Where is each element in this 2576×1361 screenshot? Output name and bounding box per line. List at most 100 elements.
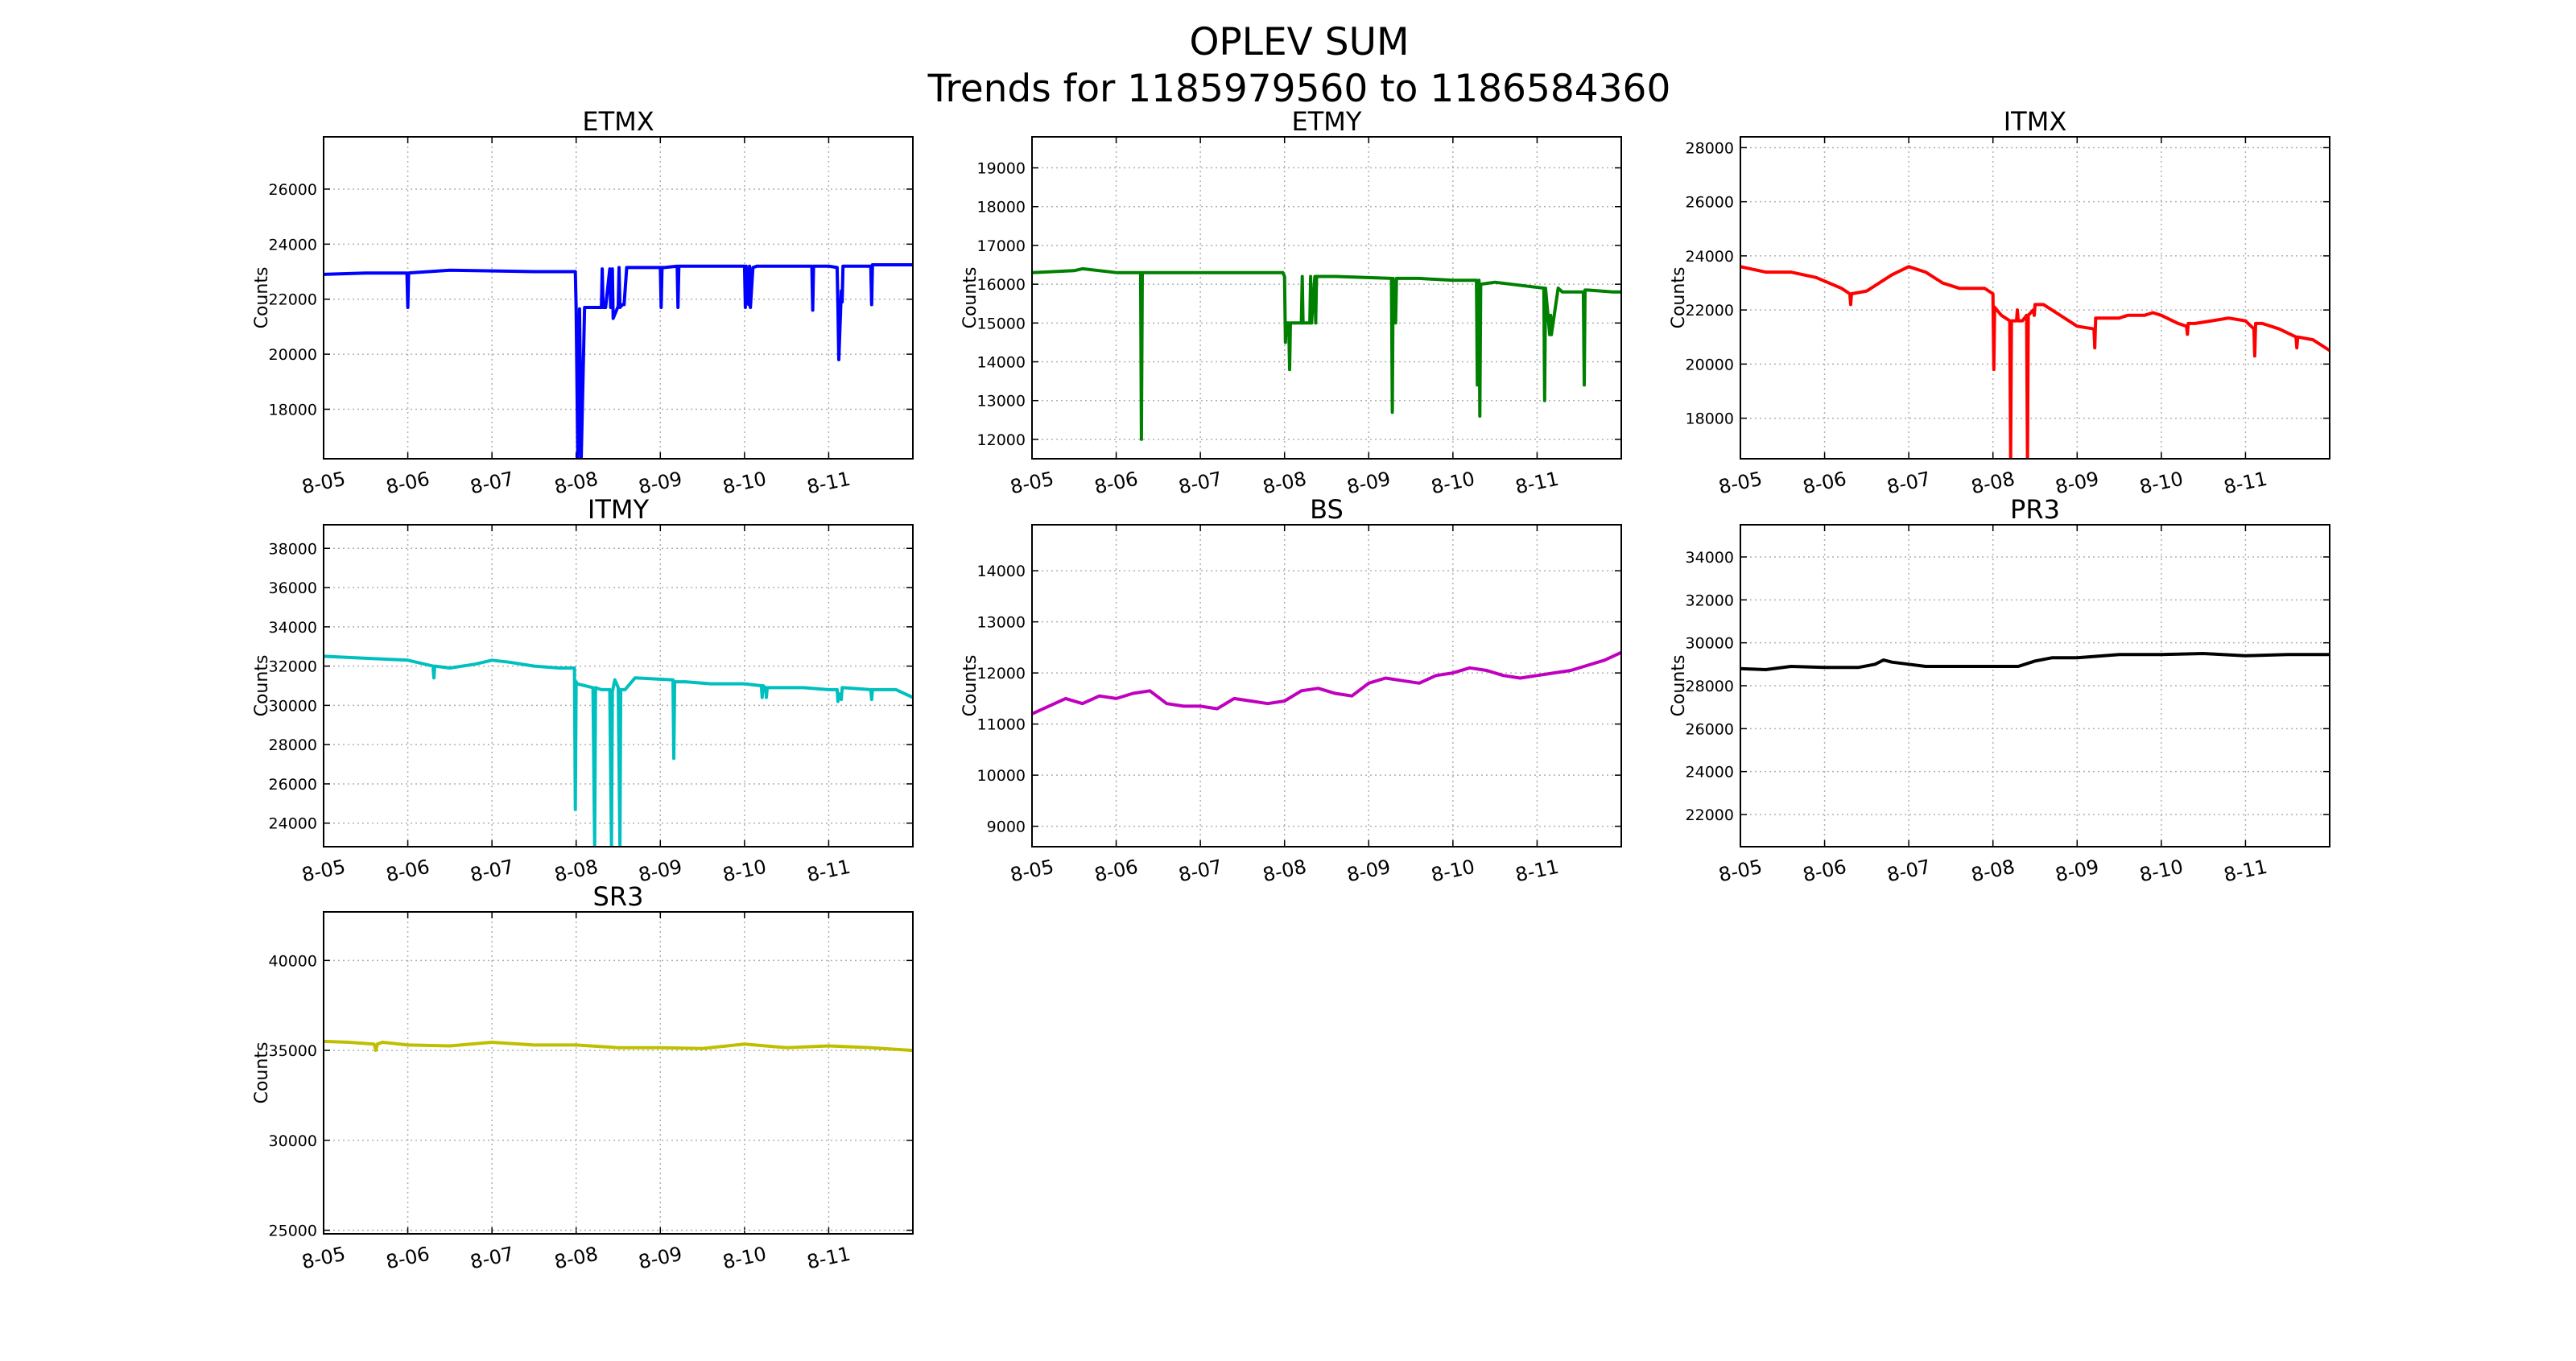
etmy-y-tick-label: 12000: [977, 431, 1026, 449]
sr3-axes-frame: [323, 911, 914, 1235]
pr3-x-tick-label: 8-10: [2137, 856, 2185, 887]
panel-sr3: SR3 Counts 8-05 8-06 8-07 8-08 8-09 8-10 8-11 250…: [252, 881, 914, 1274]
pr3-x-tick-label: 8-06: [1801, 856, 1848, 887]
etmy-axes-frame: [1031, 136, 1622, 460]
bs-axes-frame: [1031, 524, 1622, 848]
etmy-y-tick-label: 15000: [977, 315, 1026, 332]
pr3-title: PR3: [2010, 494, 2060, 525]
pr3-x-tick-label: 8-09: [2054, 856, 2101, 887]
panel-bs: BS Counts 8-05 8-06 8-07 8-08 8-09 8-10 8-11 9000…: [960, 494, 1622, 887]
itmy-y-tick-label: 36000: [269, 579, 317, 597]
bs-x-tick-label: 8-09: [1345, 856, 1393, 887]
pr3-y-tick-label: 28000: [1686, 678, 1734, 695]
bs-x-tick-label: 8-08: [1261, 856, 1308, 887]
itmy-y-tick-label: 30000: [269, 697, 317, 715]
pr3-y-tick-label: 32000: [1686, 592, 1734, 609]
pr3-y-tick-label: 26000: [1686, 720, 1734, 738]
bs-y-tick-label: 11000: [977, 716, 1026, 734]
etmx-y-tick-label: 20000: [269, 346, 317, 364]
itmy-y-tick-label: 24000: [269, 815, 317, 833]
sr3-series-line: [324, 1039, 913, 1053]
itmy-axes-frame: [323, 524, 914, 848]
panel-pr3: PR3 Counts 8-05 8-06 8-07 8-08 8-09 8-10 8-11 220…: [1669, 494, 2330, 887]
sr3-x-tick-label: 8-05: [299, 1243, 347, 1274]
etmx-title: ETMX: [582, 106, 654, 137]
pr3-y-tick-label: 22000: [1686, 806, 1734, 824]
itmy-series-line: [324, 654, 913, 847]
sr3-x-tick-label: 8-11: [805, 1243, 852, 1274]
pr3-y-tick-label: 24000: [1686, 764, 1734, 782]
bs-y-axis-label: Counts: [960, 655, 980, 717]
itmx-y-tick-label: 28000: [1686, 139, 1734, 157]
sr3-x-tick-label: 8-07: [469, 1243, 516, 1274]
bs-title: BS: [1310, 494, 1344, 525]
etmx-y-tick-label: 26000: [269, 181, 317, 199]
itmx-title: ITMX: [2004, 106, 2067, 137]
bs-x-tick-label: 8-05: [1008, 856, 1055, 887]
itmy-y-axis-label: Counts: [252, 655, 272, 717]
itmy-title: ITMY: [588, 494, 650, 525]
bs-y-tick-label: 14000: [977, 563, 1026, 580]
sr3-x-tick-label: 8-10: [720, 1243, 768, 1274]
itmy-y-tick-label: 26000: [269, 776, 317, 794]
bs-series-line: [1032, 650, 1621, 716]
sr3-y-tick-label: 40000: [269, 952, 317, 970]
etmx-y-tick-label: 24000: [269, 236, 317, 254]
etmy-series-line: [1032, 266, 1621, 441]
figure-title-line2: Trends for 1185979560 to 1186584360: [927, 67, 1671, 111]
etmy-y-axis-label: Counts: [960, 267, 980, 329]
etmx-y-tick-label: 22000: [269, 291, 317, 309]
figure-title-line1: OPLEV SUM: [1189, 20, 1410, 64]
pr3-y-tick-label: 34000: [1686, 549, 1734, 567]
bs-y-tick-label: 13000: [977, 614, 1026, 632]
sr3-x-tick-label: 8-08: [552, 1243, 600, 1274]
sr3-y-axis-label: Counts: [252, 1042, 272, 1104]
itmx-series-line: [1740, 265, 2330, 459]
bs-y-tick-label: 10000: [977, 767, 1026, 785]
sr3-y-tick-label: 25000: [269, 1223, 317, 1240]
sr3-y-tick-label: 35000: [269, 1042, 317, 1060]
itmx-y-tick-label: 22000: [1686, 302, 1734, 320]
etmy-title: ETMY: [1292, 106, 1362, 137]
sr3-x-tick-label: 8-06: [384, 1243, 431, 1274]
etmy-y-tick-label: 16000: [977, 276, 1026, 294]
figure-title: OPLEV SUM Trends for 1185979560 to 11865…: [0, 19, 2576, 113]
itmy-y-tick-label: 38000: [269, 540, 317, 558]
itmx-y-tick-label: 18000: [1686, 410, 1734, 428]
sr3-y-tick-label: 30000: [269, 1132, 317, 1150]
bs-x-tick-label: 8-11: [1513, 856, 1561, 887]
etmy-y-tick-label: 19000: [977, 160, 1026, 178]
etmx-axes-frame: [323, 136, 914, 460]
bs-x-tick-label: 8-06: [1092, 856, 1140, 887]
etmy-y-tick-label: 17000: [977, 237, 1026, 255]
etmx-series-line: [324, 263, 913, 459]
etmy-y-tick-label: 13000: [977, 393, 1026, 410]
itmx-y-axis-label: Counts: [1669, 267, 1689, 329]
etmx-y-axis-label: Counts: [252, 267, 272, 329]
itmx-y-tick-label: 20000: [1686, 356, 1734, 373]
pr3-axes-frame: [1740, 524, 2330, 848]
bs-y-tick-label: 12000: [977, 665, 1026, 683]
itmy-y-tick-label: 28000: [269, 736, 317, 754]
pr3-series-line: [1740, 652, 2330, 671]
etmx-y-tick-label: 18000: [269, 401, 317, 419]
itmx-axes-frame: [1740, 136, 2330, 460]
itmy-y-tick-label: 32000: [269, 658, 317, 676]
etmy-y-tick-label: 18000: [977, 199, 1026, 217]
bs-y-tick-label: 9000: [987, 819, 1026, 836]
sr3-title: SR3: [593, 881, 644, 912]
itmx-y-tick-label: 26000: [1686, 194, 1734, 212]
pr3-y-axis-label: Counts: [1669, 655, 1689, 717]
bs-x-tick-label: 8-10: [1429, 856, 1476, 887]
pr3-x-tick-label: 8-05: [1716, 856, 1764, 887]
etmy-y-tick-label: 14000: [977, 354, 1026, 372]
pr3-x-tick-label: 8-08: [1969, 856, 2017, 887]
pr3-x-tick-label: 8-07: [1885, 856, 1933, 887]
pr3-y-tick-label: 30000: [1686, 635, 1734, 653]
sr3-x-tick-label: 8-09: [637, 1243, 684, 1274]
bs-x-tick-label: 8-07: [1177, 856, 1224, 887]
pr3-x-tick-label: 8-11: [2222, 856, 2269, 887]
